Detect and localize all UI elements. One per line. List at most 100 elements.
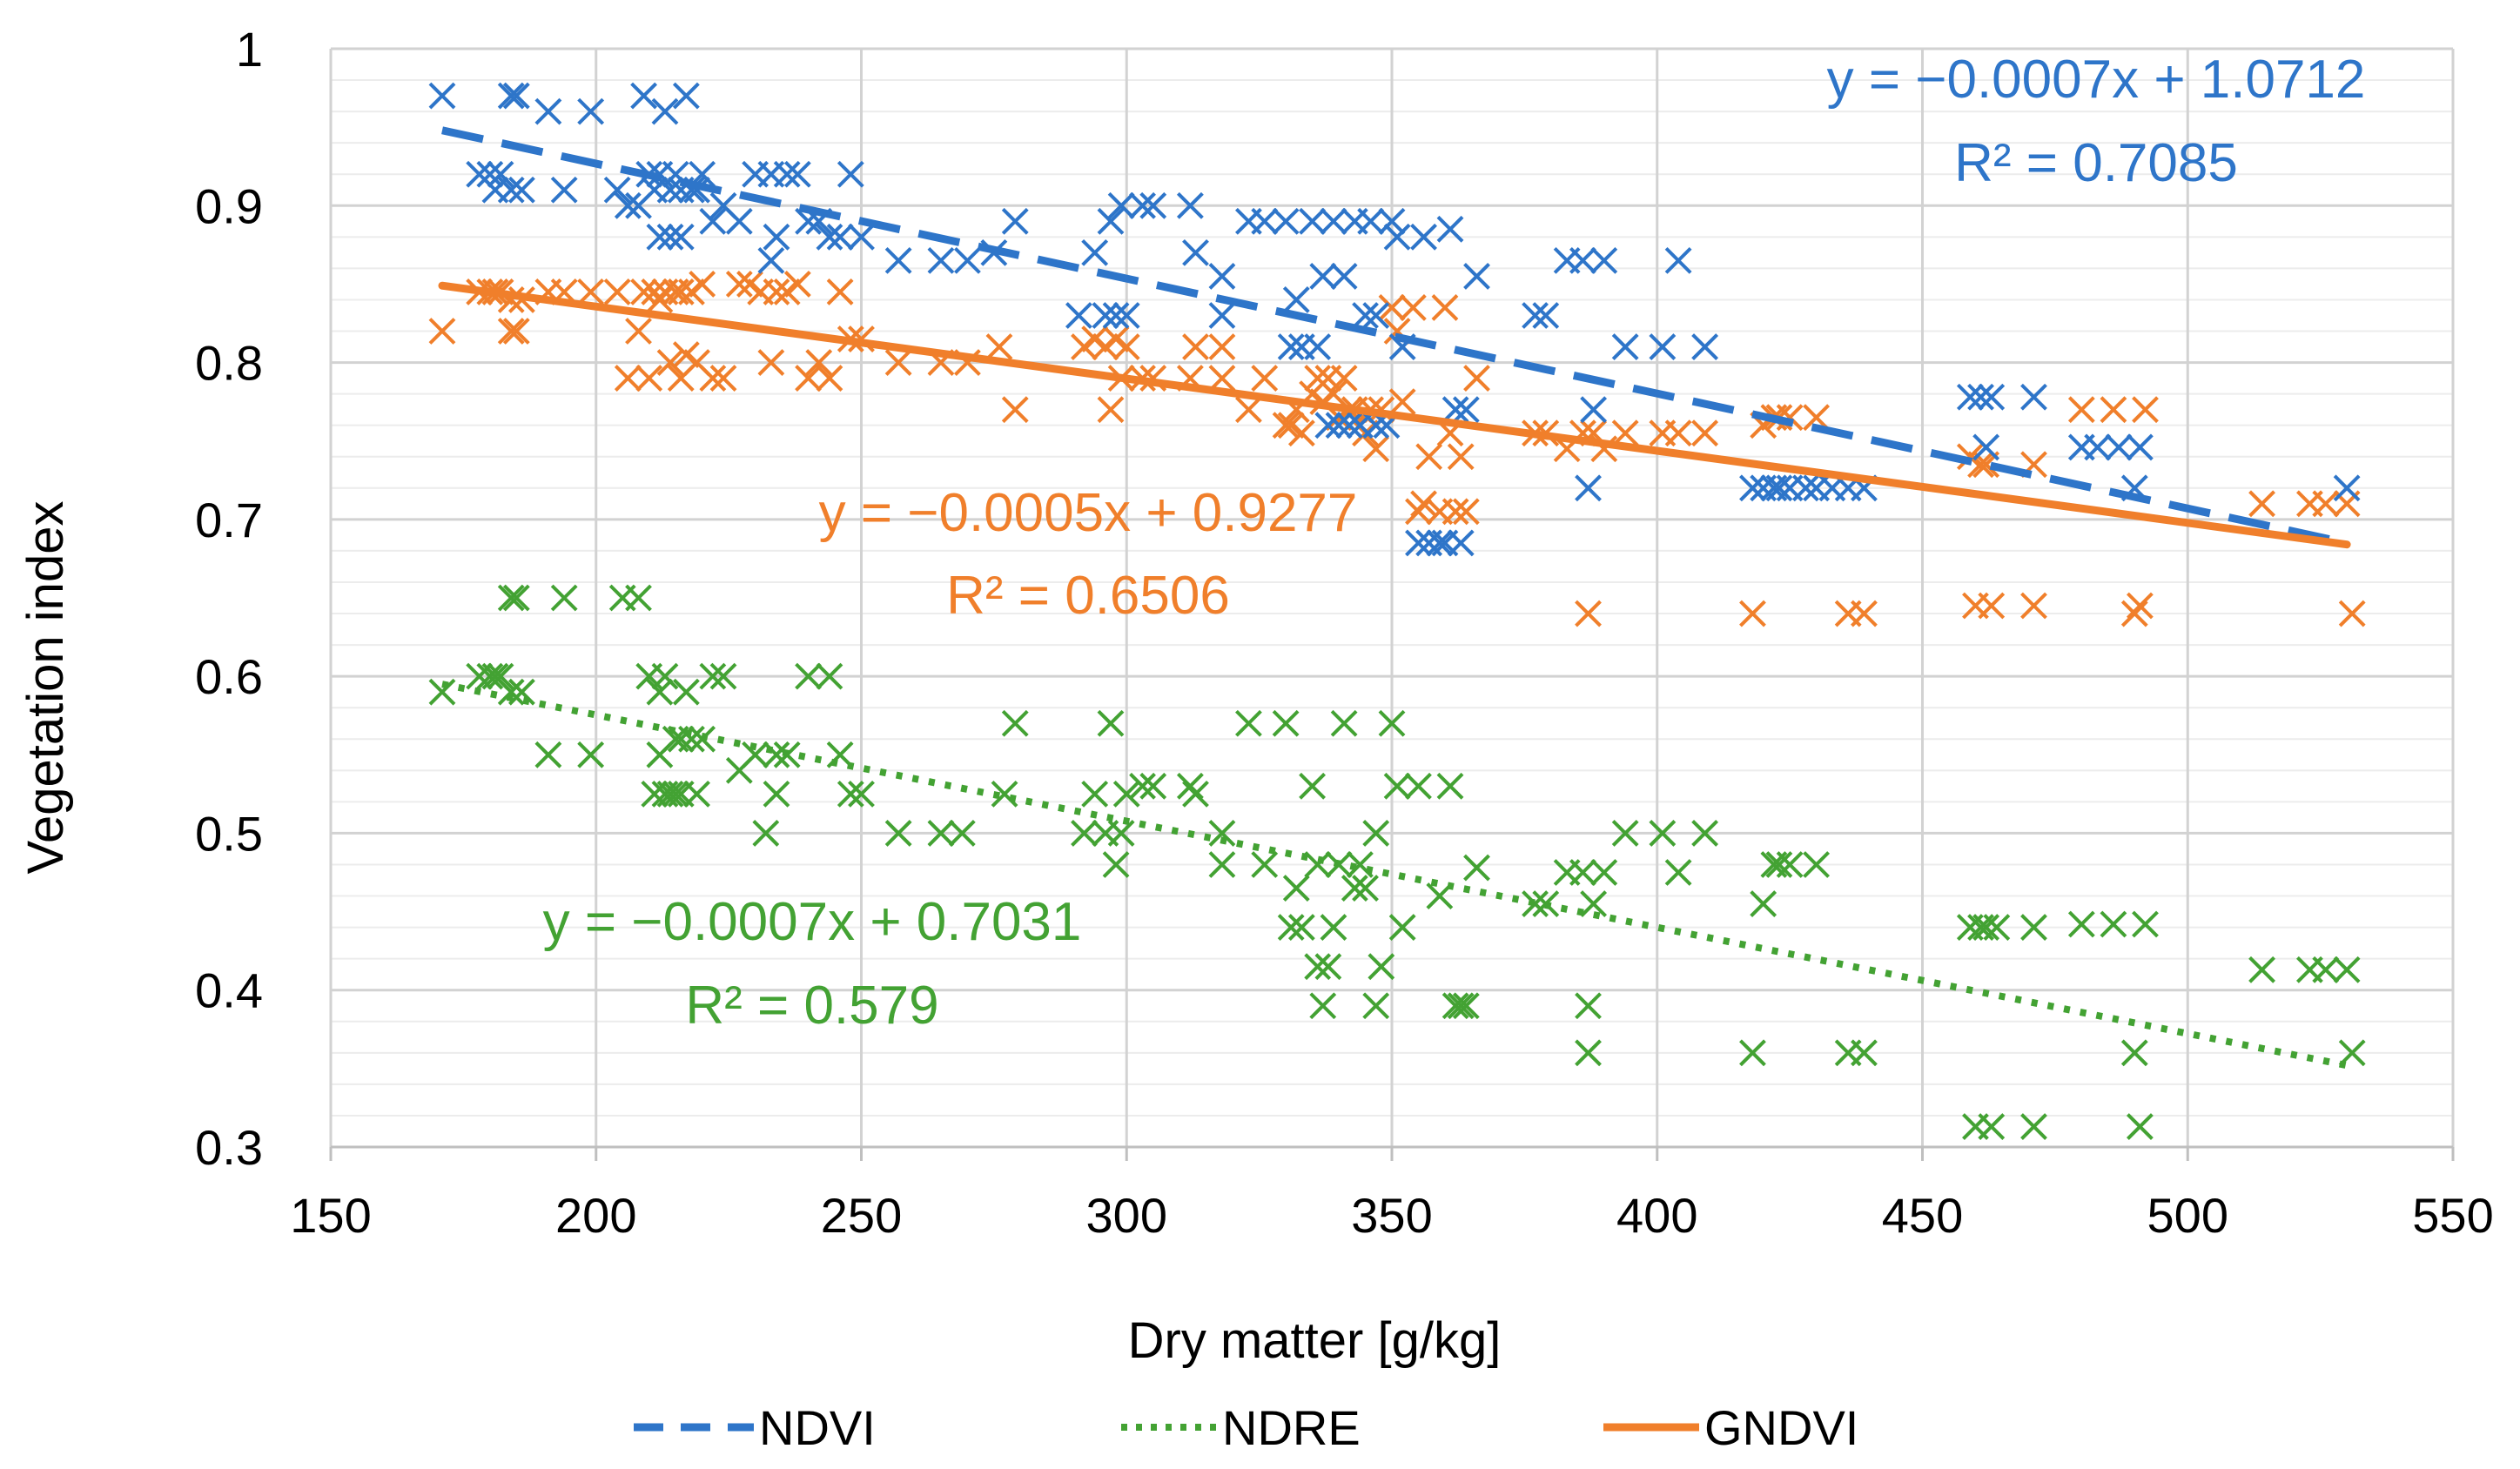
- ndre-point: [2100, 910, 2127, 938]
- ndvi-point: [1441, 396, 1469, 424]
- ndvi-r-squared: R² = 0.7085: [1954, 133, 2238, 193]
- gndvi-point: [1388, 388, 1416, 416]
- ndre-r-squared: R² = 0.579: [685, 976, 938, 1036]
- ndvi-point: [1383, 223, 1411, 251]
- gndvi-point: [1287, 419, 1315, 447]
- ndre-point: [2132, 910, 2159, 938]
- ndvi-point: [1139, 191, 1167, 219]
- ndvi-points: [428, 82, 2361, 557]
- ndvi-point: [763, 223, 790, 251]
- gndvi-point: [1405, 498, 1432, 526]
- gndvi-point: [1182, 333, 1209, 360]
- ndre-point: [487, 662, 514, 690]
- gndvi-point: [884, 349, 912, 376]
- ndvi-point: [1791, 474, 1819, 502]
- gndvi-point: [1851, 600, 1878, 627]
- x-tick-label: 200: [555, 1188, 636, 1243]
- y-tick-label: 0.4: [195, 963, 263, 1018]
- gndvi-point: [1362, 435, 1390, 463]
- legend-ndre-label: NDRE: [1222, 1400, 1361, 1455]
- ndre-point: [1388, 914, 1416, 942]
- x-axis-title: Dry matter [g/kg]: [1128, 1312, 1502, 1369]
- ndre-point: [502, 584, 530, 612]
- gndvi-point: [1399, 294, 1427, 321]
- ndre-point: [816, 662, 843, 690]
- ndre-point: [678, 725, 705, 753]
- x-tick-label: 350: [1351, 1188, 1432, 1243]
- gndvi-point: [1967, 451, 1994, 479]
- ndre-point: [848, 780, 875, 808]
- legend-ndvi-label: NDVI: [759, 1400, 876, 1455]
- ndre-point: [662, 780, 689, 808]
- ndre-point: [1447, 992, 1475, 1020]
- ndvi-point: [651, 97, 679, 125]
- ndre-point: [1383, 772, 1411, 800]
- ndvi-point: [1575, 474, 1602, 502]
- ndvi-point: [1330, 262, 1358, 290]
- ndre-equation: y = −0.0007x + 0.7031: [543, 892, 1082, 952]
- ndre-point: [699, 662, 727, 690]
- ndre-point: [1304, 851, 1332, 878]
- gndvi-point: [709, 365, 737, 392]
- x-tick-label: 150: [290, 1188, 371, 1243]
- ndre-point: [2067, 910, 2095, 938]
- ndre-point: [1208, 820, 1236, 847]
- ndvi-point: [1405, 529, 1432, 557]
- gndvi-equation: y = −0.0005x + 0.9277: [819, 483, 1358, 543]
- ndre-point: [1463, 854, 1490, 882]
- ndvi-point: [826, 223, 854, 251]
- ndre-point: [1750, 890, 1777, 917]
- ndre-point: [1580, 890, 1608, 917]
- ndre-point: [1575, 1039, 1602, 1067]
- ndvi-point: [1362, 302, 1390, 329]
- ndvi-point: [534, 97, 562, 125]
- ndre-point: [1182, 780, 1209, 808]
- ndre-points: [428, 584, 2366, 1140]
- ndre-point: [1803, 851, 1831, 878]
- ndvi-point: [508, 176, 535, 204]
- ndvi-point: [2084, 433, 2112, 461]
- ndre-point: [1304, 953, 1332, 981]
- ndvi-equation: y = −0.0007x + 1.0712: [1827, 50, 2366, 110]
- ndre-point: [1107, 820, 1135, 847]
- ndre-point: [428, 678, 456, 706]
- ndvi-point: [1436, 215, 1464, 243]
- ndre-point: [497, 584, 525, 612]
- gndvi-point: [2132, 396, 2159, 424]
- gndvi-point: [1441, 498, 1469, 526]
- ndvi-point: [1978, 383, 2006, 411]
- gndvi-point: [699, 365, 727, 392]
- x-tick-label: 400: [1616, 1188, 1697, 1243]
- ndre-point: [683, 780, 710, 808]
- gndvi-point: [1575, 600, 1602, 627]
- ndre-point: [1208, 851, 1236, 878]
- ndre-point: [1320, 914, 1347, 942]
- ndre-point: [497, 678, 525, 706]
- ndre-point: [1776, 851, 1804, 878]
- ndre-point: [1522, 890, 1549, 917]
- ndvi-point: [1112, 302, 1140, 329]
- legend-gndvi-label: GNDVI: [1704, 1400, 1858, 1455]
- gndvi-point: [985, 333, 1013, 360]
- ndvi-point: [1208, 302, 1236, 329]
- ndre-point: [1139, 772, 1167, 800]
- ndre-point: [1352, 875, 1379, 902]
- ndre-point: [625, 584, 652, 612]
- x-tick-label: 500: [2147, 1188, 2228, 1243]
- gndvi-point: [2020, 592, 2047, 620]
- gndvi-point: [1431, 294, 1459, 321]
- ndvi-point: [497, 176, 525, 204]
- ndre-point: [656, 780, 684, 808]
- gndvi-point: [1378, 294, 1406, 321]
- ndvi-point: [614, 191, 642, 219]
- ndvi-point: [1309, 262, 1337, 290]
- ndre-point: [1251, 851, 1279, 878]
- ndvi-point: [1282, 286, 1310, 313]
- gndvi-point: [1112, 333, 1140, 360]
- gndvi-point: [1208, 333, 1236, 360]
- ndvi-point: [757, 246, 785, 274]
- gndvi-point: [1410, 490, 1437, 518]
- gndvi-point: [1251, 365, 1279, 392]
- ndvi-point: [1001, 207, 1029, 235]
